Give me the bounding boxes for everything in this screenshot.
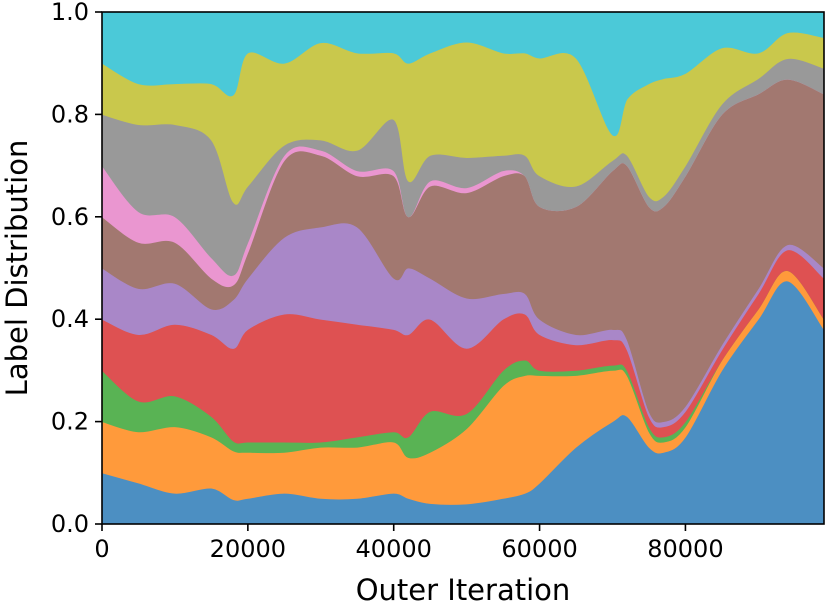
y-tick-label: 0.0 (51, 510, 89, 538)
area-layers (101, 11, 825, 525)
x-tick-label: 60000 (501, 535, 577, 563)
x-tick-label: 0 (94, 535, 109, 563)
x-axis-label: Outer Iteration (356, 573, 571, 607)
x-axis: 0 20000 40000 60000 80000 (94, 524, 724, 563)
x-tick-label: 20000 (210, 535, 286, 563)
y-tick-label: 0.2 (51, 408, 89, 436)
y-tick-label: 0.4 (51, 305, 89, 333)
x-tick-label: 80000 (647, 535, 723, 563)
y-tick-label: 1.0 (51, 0, 89, 26)
y-axis-label: Label Distribution (0, 140, 34, 397)
y-axis: 0.0 0.2 0.4 0.6 0.8 1.0 (51, 0, 102, 538)
y-tick-label: 0.8 (51, 100, 89, 128)
x-tick-label: 40000 (356, 535, 432, 563)
plot-frame (101, 11, 825, 525)
y-tick-label: 0.6 (51, 203, 89, 231)
